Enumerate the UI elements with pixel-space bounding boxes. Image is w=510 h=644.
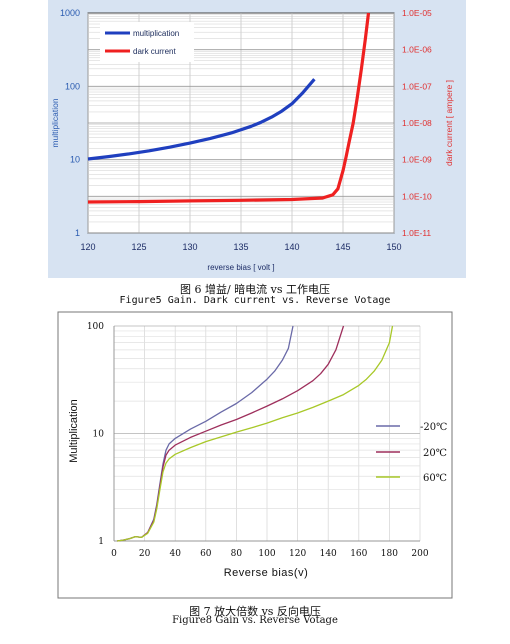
chart1-x-tick-label: 120	[80, 242, 95, 252]
chart1-x-axis-label: reverse bias [ volt ]	[207, 263, 274, 272]
chart1-series-line-multiplication	[87, 78, 316, 161]
chart1-x-tick-label: 135	[233, 242, 248, 252]
chart2-x-tick-label: 40	[169, 549, 181, 559]
gain-dark-current-chart: 120 125 130 135 140 145 150 1 10 100 1000 1.0E-11 1.…	[48, 0, 466, 278]
chart1-left-tick-label: 1	[75, 228, 80, 238]
chart1-x-tick-label: 140	[284, 242, 299, 252]
chart1-left-tick-label: 1000	[60, 8, 80, 18]
chart2-series	[117, 325, 394, 542]
figure2-caption-english: Figure8 Gain vs. Reverse Votage	[172, 615, 338, 626]
chart2-legend: -20℃ 20℃ 60℃	[376, 422, 447, 484]
chart1-legend-label-dark-current: dark current	[133, 47, 176, 56]
chart1-x-tick-label: 150	[386, 242, 401, 252]
chart1-right-tick-label: 1.0E-08	[402, 118, 432, 128]
chart2-x-tick-label: 160	[350, 549, 367, 559]
chart2-x-tick-label: 60	[200, 549, 212, 559]
chart2-grid	[113, 325, 421, 542]
chart2-x-tick-label: 0	[111, 549, 117, 559]
chart1-x-tick-label: 130	[182, 242, 197, 252]
chart1-right-tick-label: 1.0E-06	[402, 45, 432, 55]
chart1-tick-labels: 120 125 130 135 140 145 150 1 10 100 1000 1.0E-11 1.…	[60, 8, 432, 252]
chart2-legend-label-minus20: -20℃	[420, 422, 447, 433]
chart2-series-line-60	[117, 325, 394, 542]
chart2-x-tick-label: 20	[139, 549, 151, 559]
chart1-right-tick-label: 1.0E-10	[402, 191, 432, 201]
chart2-y-tick-label: 1	[98, 537, 104, 547]
chart1-left-tick-label: 10	[70, 155, 80, 165]
multiplication-chart: 0 20 40 60 80 100 120 140 160 180 200 1 10 100 Revers…	[57, 311, 453, 599]
chart1-legend-label-multiplication: multiplication	[133, 29, 179, 38]
chart2-x-tick-label: 140	[320, 549, 337, 559]
chart2-y-tick-label: 10	[93, 430, 105, 440]
chart2-tick-labels: 0 20 40 60 80 100 120 140 160 180 200 1 10 100	[87, 322, 429, 559]
chart1-x-tick-label: 125	[131, 242, 146, 252]
chart2-x-tick-label: 200	[411, 549, 428, 559]
figure1-caption-english: Figure5 Gain. Dark current vs. Reverse V…	[119, 295, 391, 306]
figure2-caption-chinese: 图 7 放大倍数 vs 反向电压	[189, 605, 321, 618]
chart2-x-axis-label: Reverse bias(v)	[224, 567, 309, 579]
chart2-frame	[57, 311, 453, 599]
chart1-right-tick-label: 1.0E-05	[402, 8, 432, 18]
chart2-x-tick-label: 120	[289, 549, 306, 559]
chart2-legend-label-20: 20℃	[423, 448, 447, 459]
chart1-series	[87, 12, 371, 204]
chart1-right-axis-label: dark current [ ampere ]	[444, 80, 454, 166]
chart2-x-tick-label: 180	[381, 549, 398, 559]
chart2-x-tick-label: 80	[231, 549, 243, 559]
chart2-y-axis-label: Multiplication	[68, 399, 80, 463]
chart1-legend-box	[100, 22, 194, 62]
chart2-x-tick-label: 100	[258, 549, 275, 559]
chart1-left-tick-label: 100	[65, 81, 80, 91]
chart1-right-tick-label: 1.0E-07	[402, 81, 432, 91]
chart1-right-tick-label: 1.0E-11	[402, 228, 431, 238]
figure1-caption-chinese: 图 6 增益/ 暗电流 vs 工作电压	[179, 283, 331, 296]
chart1-right-tick-label: 1.0E-09	[402, 155, 432, 165]
chart1-left-axis-label: multiplication	[50, 98, 60, 147]
chart1-series-line-dark-current	[87, 12, 371, 204]
chart2-y-tick-label: 100	[87, 322, 104, 332]
chart2-legend-label-60: 60℃	[423, 473, 447, 484]
chart1-x-tick-label: 145	[335, 242, 350, 252]
